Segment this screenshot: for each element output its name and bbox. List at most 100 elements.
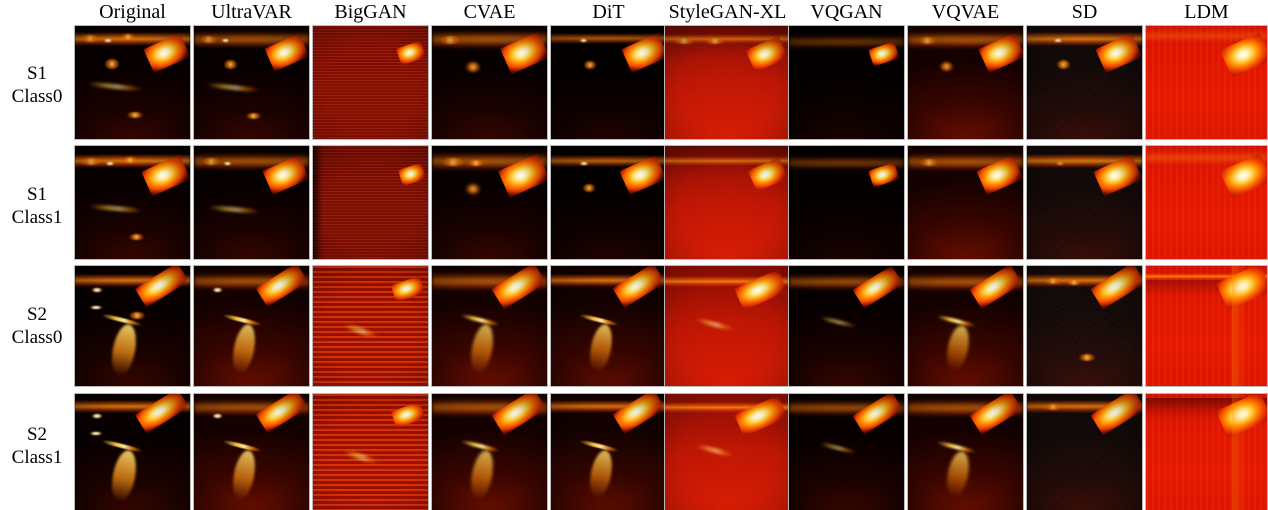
tile-speckle [466, 184, 480, 194]
tile-speckle [583, 184, 595, 192]
tile-vignette [665, 146, 790, 259]
tile-vignette [551, 266, 666, 386]
tile-speckle [212, 414, 223, 418]
cell-s1-class0-biggan[interactable] [312, 25, 429, 140]
column-header-styleganxl: StyleGAN-XL [668, 1, 787, 23]
tile-speckle [1053, 39, 1063, 42]
cell-s1-class1-styleganxl[interactable] [664, 145, 791, 260]
cell-s2-class0-biggan[interactable] [312, 265, 429, 387]
tile-vignette [551, 26, 666, 139]
column-header-dit: DiT [592, 1, 625, 23]
tile-speckle [91, 288, 103, 292]
tile-vignette [313, 26, 428, 139]
tile-speckle [920, 159, 938, 166]
tile-vignette [908, 266, 1023, 386]
cell-s1-class0-styleganxl[interactable] [664, 25, 791, 140]
cell-s1-class0-ldm[interactable] [1145, 25, 1268, 140]
cell-s2-class1-sd[interactable] [1026, 393, 1143, 510]
tile-speckle [91, 414, 103, 418]
tile-speckle [81, 158, 101, 165]
tile-speckle [89, 306, 103, 309]
cell-s2-class0-styleganxl[interactable] [664, 265, 791, 387]
cell-s1-class1-original[interactable] [74, 145, 191, 260]
cell-s2-class0-original[interactable] [74, 265, 191, 387]
cell-s2-class1-original[interactable] [74, 393, 191, 510]
cell-s1-class0-cvae[interactable] [431, 25, 548, 140]
tile-speckle [221, 39, 230, 42]
tile-vignette [1027, 266, 1142, 386]
cell-s1-class0-sd[interactable] [1026, 25, 1143, 140]
cell-s1-class1-biggan[interactable] [312, 145, 429, 260]
tile-vignette [789, 266, 904, 386]
column-header-vqvae: VQVAE [931, 1, 1000, 23]
cell-s1-class0-ultravar[interactable] [193, 25, 310, 140]
tile-speckle [1057, 60, 1070, 69]
tile-speckle [918, 37, 936, 44]
tile-vignette [789, 26, 904, 139]
tile-speckle [105, 162, 115, 165]
cell-s2-class0-sd[interactable] [1026, 265, 1143, 387]
column-header-ultravar: UltraVAR [211, 1, 292, 23]
cell-s2-class0-ultravar[interactable] [193, 265, 310, 387]
tile-vignette [194, 146, 309, 259]
row-label-line1: S2 [26, 424, 48, 445]
cell-s1-class1-vqgan[interactable] [788, 145, 905, 260]
cell-s2-class1-styleganxl[interactable] [664, 393, 791, 510]
row-label-s1-class0: S1 Class0 [0, 62, 74, 108]
column-header-row: Original UltraVAR BigGAN CVAE DiT StyleG… [0, 0, 1268, 25]
tile-interface-band [665, 156, 790, 166]
tile-speckle [121, 34, 135, 40]
tile-vignette [432, 26, 547, 139]
row-label-line2: Class0 [11, 86, 63, 107]
tile-speckle [468, 160, 484, 166]
tile-vignette [789, 394, 904, 510]
tile-speckle [81, 35, 99, 42]
cell-s2-class0-vqgan[interactable] [788, 265, 905, 387]
tile-shadow [665, 146, 790, 259]
tile-speckle [202, 158, 220, 165]
tile-speckle [442, 158, 464, 166]
cell-s2-class1-biggan[interactable] [312, 393, 429, 510]
tile-speckle [123, 157, 137, 163]
tile-vignette [665, 394, 790, 510]
tile-vignette [551, 146, 666, 259]
cell-s1-class0-original[interactable] [74, 25, 191, 140]
cell-s2-class0-vqvae[interactable] [907, 265, 1024, 387]
tile-vignette [551, 394, 666, 510]
tile-vignette [194, 26, 309, 139]
cell-s2-class1-ldm[interactable] [1145, 393, 1268, 510]
tile-interface-band [665, 276, 790, 287]
tile-speckle [129, 312, 145, 319]
cell-s1-class1-sd[interactable] [1026, 145, 1143, 260]
cell-s1-class1-dit[interactable] [550, 145, 667, 260]
cell-s1-class0-vqvae[interactable] [907, 25, 1024, 140]
tile-speckle [1079, 354, 1095, 361]
cell-s1-class1-vqvae[interactable] [907, 145, 1024, 260]
cell-s1-class0-dit[interactable] [550, 25, 667, 140]
cell-s2-class1-ultravar[interactable] [193, 393, 310, 510]
cell-s1-class1-ldm[interactable] [1145, 145, 1268, 260]
cell-s1-class0-vqgan[interactable] [788, 25, 905, 140]
tile-vignette [1027, 394, 1142, 510]
cell-s1-class1-ultravar[interactable] [193, 145, 310, 260]
tile-interface-band [789, 157, 904, 169]
tile-speckle [212, 288, 223, 292]
cell-s2-class0-dit[interactable] [550, 265, 667, 387]
cell-s2-class1-cvae[interactable] [431, 393, 548, 510]
column-header-biggan: BigGAN [334, 1, 407, 23]
cell-s1-class1-cvae[interactable] [431, 145, 548, 260]
tile-vignette [194, 394, 309, 510]
cell-s2-class0-ldm[interactable] [1145, 265, 1268, 387]
cell-s2-class0-cvae[interactable] [431, 265, 548, 387]
cell-s2-class1-dit[interactable] [550, 393, 667, 510]
tile-speckle [673, 38, 695, 44]
tile-vignette [313, 266, 428, 386]
cell-s2-class1-vqgan[interactable] [788, 393, 905, 510]
tile-interface-band [665, 34, 790, 44]
tile-vignette [313, 394, 428, 510]
tile-interface-band [1146, 30, 1267, 42]
tile-vignette [75, 266, 190, 386]
tile-vignette [432, 146, 547, 259]
row-label-line1: S2 [26, 304, 48, 325]
cell-s2-class1-vqvae[interactable] [907, 393, 1024, 510]
